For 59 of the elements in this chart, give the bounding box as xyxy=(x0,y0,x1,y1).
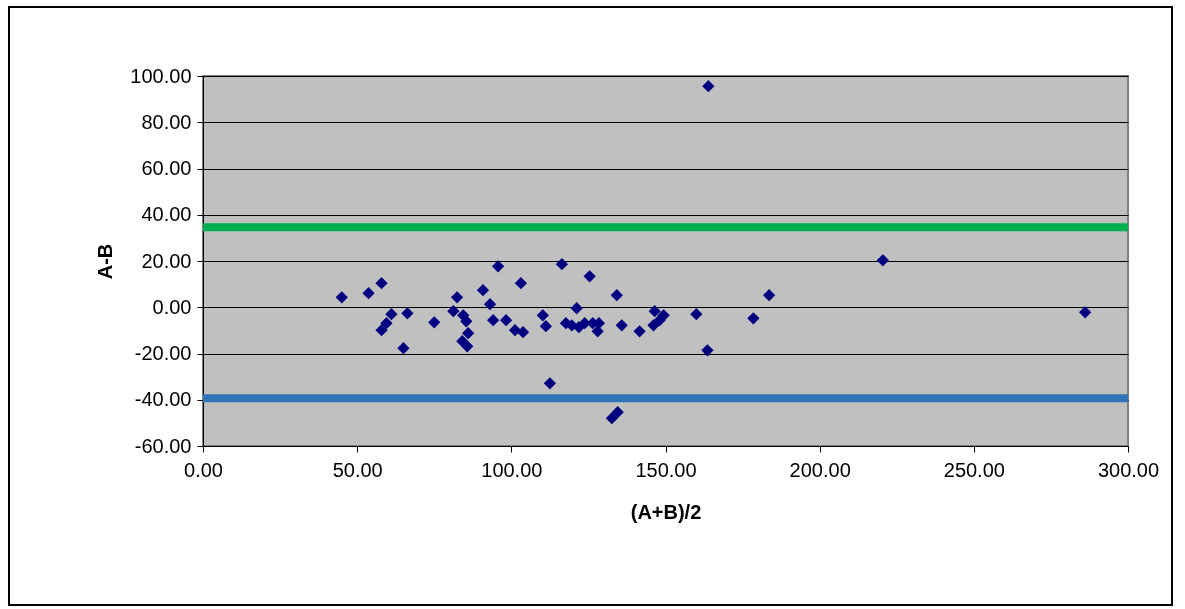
point xyxy=(555,258,569,271)
point xyxy=(1079,306,1092,319)
point xyxy=(401,307,414,320)
x-tick-label: 200.00 xyxy=(789,458,851,481)
x-tick-label: 50.00 xyxy=(332,458,383,481)
point xyxy=(514,277,528,290)
x-tick-label: 0.00 xyxy=(184,458,223,481)
point xyxy=(375,324,388,337)
point xyxy=(570,302,583,315)
point xyxy=(605,412,618,425)
point xyxy=(380,317,393,330)
point xyxy=(583,270,596,283)
x-tick-label: 250.00 xyxy=(943,458,1005,481)
point xyxy=(516,326,530,339)
point xyxy=(491,260,505,273)
y-tick-label: 0.00 xyxy=(152,295,192,318)
point xyxy=(701,344,714,357)
y-tick-label: 100.00 xyxy=(130,64,192,87)
point xyxy=(428,316,441,329)
point xyxy=(762,289,776,302)
point xyxy=(610,289,623,302)
point xyxy=(397,342,410,355)
point xyxy=(690,308,703,321)
x-tick-label: 150.00 xyxy=(635,458,697,481)
point xyxy=(499,314,513,327)
y-tick-label: -60.00 xyxy=(134,434,192,457)
point xyxy=(335,291,348,304)
y-tick-label: -20.00 xyxy=(134,342,192,364)
point xyxy=(375,277,388,290)
y-tick-label: 40.00 xyxy=(141,203,192,226)
point xyxy=(876,254,889,267)
point xyxy=(461,340,474,353)
y-tick-label: -40.00 xyxy=(134,388,192,411)
point xyxy=(648,305,661,318)
point xyxy=(476,284,490,297)
x-tick-label: 300.00 xyxy=(1097,458,1160,481)
point xyxy=(447,305,460,318)
point xyxy=(539,320,552,333)
point xyxy=(611,406,624,419)
point xyxy=(536,309,549,322)
y-tick-label: 60.00 xyxy=(141,157,192,179)
point xyxy=(543,377,556,390)
point xyxy=(615,319,628,332)
y-tick-label: 80.00 xyxy=(141,110,192,133)
point xyxy=(702,80,715,93)
point xyxy=(487,314,500,327)
x-tick-label: 100.00 xyxy=(481,458,543,481)
point xyxy=(460,315,473,328)
point xyxy=(747,312,760,325)
point xyxy=(508,324,522,337)
point xyxy=(362,287,375,300)
point xyxy=(385,308,398,321)
point xyxy=(483,298,497,311)
x-axis-title: (A+B)/2 xyxy=(630,500,702,523)
point xyxy=(462,327,475,340)
y-tick-label: 20.00 xyxy=(141,249,192,272)
point xyxy=(450,291,464,304)
y-axis-title: A-B xyxy=(94,243,117,280)
point xyxy=(633,325,646,338)
